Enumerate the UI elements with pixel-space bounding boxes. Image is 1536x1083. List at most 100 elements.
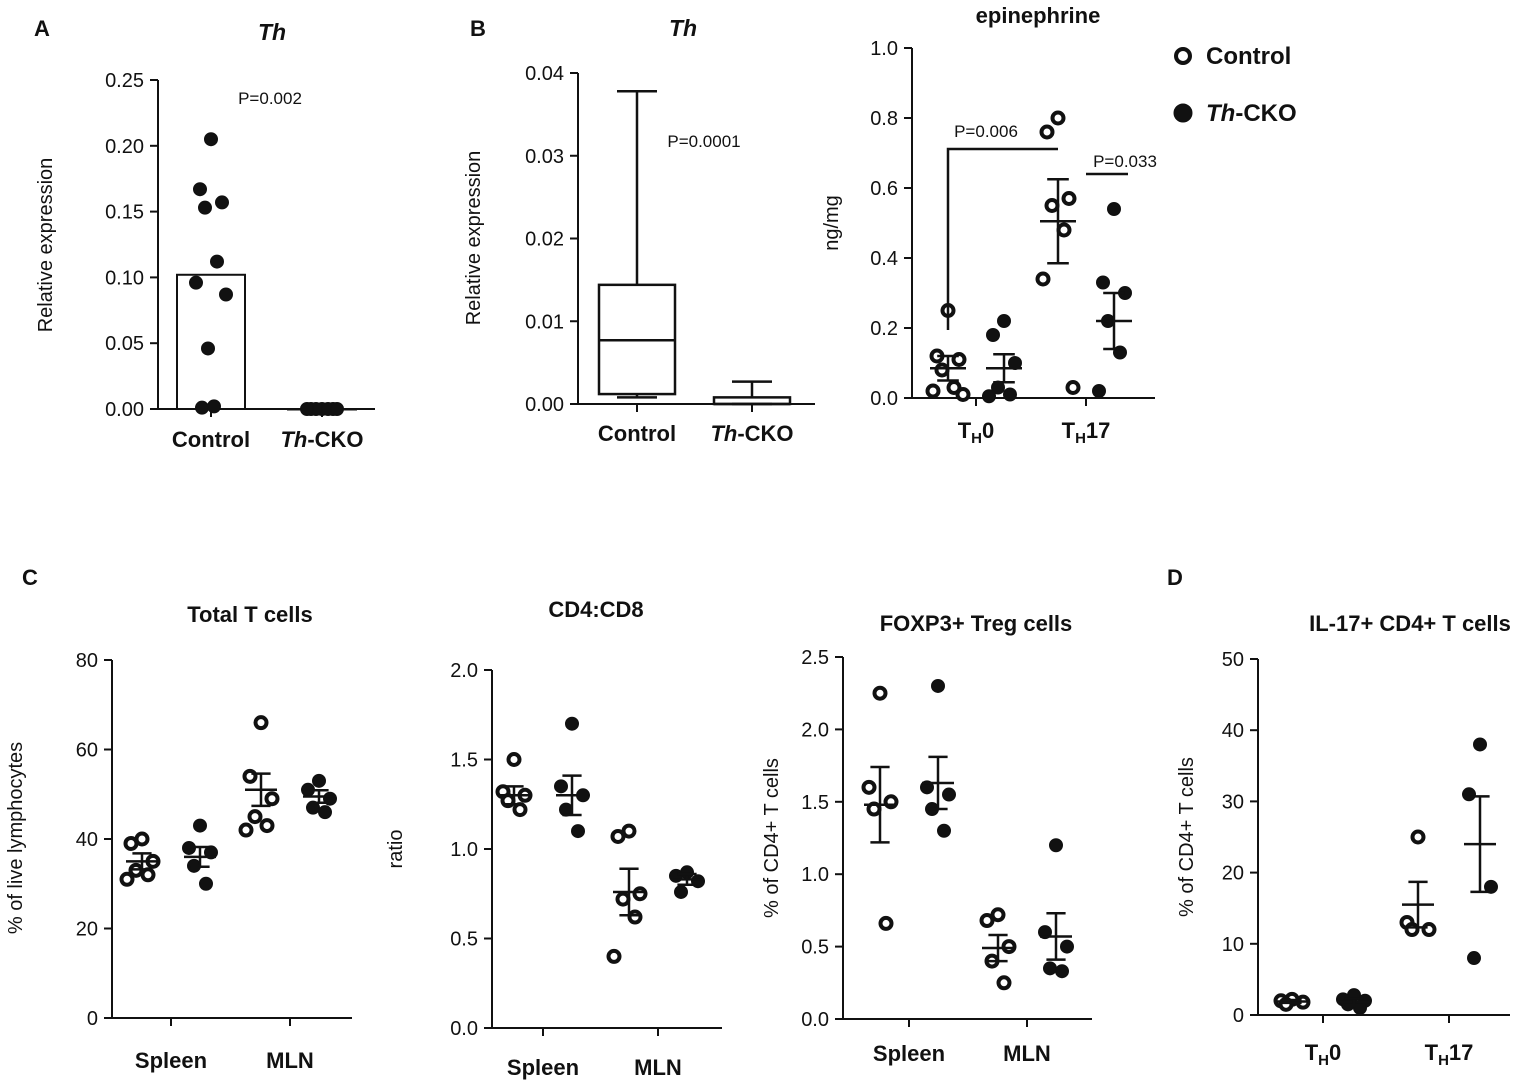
y-tick-label: 0.01 [525,311,564,333]
y-tick-label: 1.5 [450,750,478,772]
y-tick-label: 1.5 [801,792,829,814]
series-cko [1336,737,1498,1015]
data-point-filled [300,402,314,416]
x-category-suffix: -CKO [737,421,793,446]
y-axis-label: Relative expression [463,151,485,326]
y-tick-label: 1.0 [801,864,829,886]
data-point-filled [215,195,229,210]
legend: Control Th-CKO [1173,43,1297,127]
x-category-subscript: H [1318,1052,1329,1069]
y-tick-label: 2.0 [450,660,478,682]
significance-bracket [946,147,1058,330]
y-axis-label: % of CD4+ T cells [761,758,783,918]
y-tick-label: 20 [1222,863,1244,885]
data-point-open [512,802,528,818]
data-point-open [1050,110,1066,126]
data-point-filled [195,400,209,415]
data-point-open [119,871,135,887]
data-point-filled [1092,384,1106,398]
chart-c2: 0.0 0.5 1.0 1.5 2.0 ratio CD4:CD8 Spleen MLN [385,597,722,1080]
legend-control-marker [1174,47,1192,65]
data-point-open [621,823,637,839]
data-point-filled [1043,961,1057,976]
data-point-filled [931,678,945,693]
y-tick-label: 0.25 [105,70,144,92]
data-point-open [1410,829,1426,845]
y-tick-label: 0.0 [801,1009,829,1031]
p-value-annotation: P=0.002 [238,89,302,108]
x-category-label: TH0 [1305,1040,1342,1069]
x-category-rest: 17 [1449,1040,1473,1065]
data-point-open [955,387,971,402]
legend-cko-suffix: -CKO [1235,100,1296,127]
data-point-open [264,791,280,807]
x-category-subscript: H [971,430,982,447]
x-category-label: MLN [1003,1041,1051,1066]
data-point-filled [1484,879,1498,894]
series-cko [554,716,705,899]
panel-label-d: D [1167,565,1183,590]
y-tick-label: 0.05 [105,333,144,355]
chart-title: Th [669,15,697,41]
x-category-label: Th-CKO [280,427,363,452]
data-point-open [1421,922,1437,938]
data-point-open [627,909,643,925]
data-point-filled [318,805,332,820]
data-point-filled [554,779,568,794]
data-point-open [140,867,156,883]
y-tick-label: 0.4 [870,248,898,270]
x-category-main: T [1305,1040,1319,1065]
y-tick-label: 0.5 [450,929,478,951]
y-tick-label: 0.02 [525,229,564,251]
y-axis-label: % of CD4+ T cells [1176,757,1198,917]
x-category-label: Spleen [507,1055,579,1080]
y-tick-label: 40 [76,829,98,851]
chart-c3: 0.0 0.5 1.0 1.5 2.0 2.5 % of CD4+ T cells FOXP3… [761,611,1092,1066]
chart-title: FOXP3+ Treg cells [880,611,1073,636]
data-point-filled [201,341,215,356]
y-tick-label: 0.00 [525,394,564,416]
series-cko [920,678,1074,979]
y-tick-label: 0 [1233,1005,1244,1027]
y-tick-label: 60 [76,740,98,762]
data-point-open [996,975,1012,991]
y-tick-label: 20 [76,919,98,941]
legend-cko-gene: Th [1206,100,1235,127]
data-point-filled [1096,275,1110,290]
data-point-filled [210,254,224,269]
data-point-filled [1060,939,1074,954]
data-point-open [1035,271,1051,287]
y-tick-label: 50 [1222,649,1244,671]
y-tick-label: 0.2 [870,318,898,340]
series-control [119,715,280,887]
data-point-open [1065,380,1081,395]
series-control [925,110,1081,402]
x-category-gene: Th [280,427,307,452]
x-category-label: Control [172,427,250,452]
data-point-filled [942,787,956,802]
x-category-gene: Th [710,421,737,446]
panel-label-a: A [34,16,50,41]
data-point-filled [986,328,1000,342]
chart-title: CD4:CD8 [548,597,643,622]
series-control [1273,829,1437,1012]
panel-label-c: C [22,565,38,590]
y-tick-label: 0.8 [870,108,898,130]
x-category-label: TH17 [1062,418,1111,447]
chart-title: epinephrine [976,3,1101,28]
data-point-filled [199,876,213,891]
chart-title: Th [258,19,286,45]
x-category-label: Control [598,421,676,446]
panel-label-b: B [470,16,486,41]
data-point-open [1056,222,1072,238]
data-point-open [606,948,622,964]
chart-d: 0 10 20 30 40 50 % of CD4+ T cells IL-17+ CD4+ … [1176,611,1511,1069]
data-point-open [610,828,626,844]
x-category-main: T [958,418,972,443]
x-category-label: MLN [634,1055,682,1080]
data-point-filled [207,399,221,414]
data-point-open [872,685,888,701]
data-point-filled [565,716,579,731]
x-category-label: TH17 [1425,1040,1474,1069]
